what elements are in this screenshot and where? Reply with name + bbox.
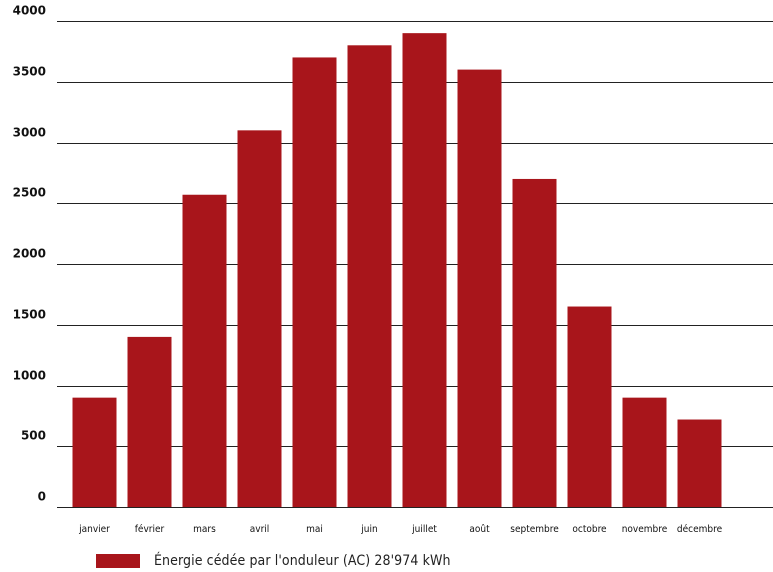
bar xyxy=(292,57,337,507)
bar xyxy=(457,69,502,507)
x-tick-label: mars xyxy=(193,524,216,535)
x-tick-label: décembre xyxy=(677,523,723,535)
bar-chart: 0 500 1000 1500 2000 2500 3000 3500 4000 janvier… xyxy=(13,4,773,535)
y-tick-label: 500 xyxy=(21,429,46,443)
x-tick-label: juin xyxy=(360,524,377,535)
x-tick-label: mai xyxy=(306,524,323,535)
bar xyxy=(347,45,392,508)
legend-swatch xyxy=(96,554,140,568)
bar xyxy=(622,397,667,507)
y-tick-label: 4000 xyxy=(13,4,46,18)
bar xyxy=(182,194,227,507)
y-tick-label: 1500 xyxy=(13,308,46,322)
x-tick-label: octobre xyxy=(572,524,607,535)
y-tick-label: 0 xyxy=(38,490,46,504)
legend-label: Énergie cédée par l'onduleur (AC) 28'974… xyxy=(154,553,451,569)
x-tick-label: janvier xyxy=(78,524,110,535)
y-tick-label: 3500 xyxy=(13,65,46,79)
bars xyxy=(72,33,722,508)
x-tick-label: août xyxy=(469,523,490,535)
legend: Énergie cédée par l'onduleur (AC) 28'974… xyxy=(96,551,451,571)
x-axis-ticks: janvier février mars avril mai juin juillet aoû… xyxy=(78,523,722,535)
y-tick-label: 2000 xyxy=(13,247,46,261)
bar xyxy=(127,336,172,507)
x-tick-label: février xyxy=(135,523,165,535)
bar xyxy=(72,397,117,507)
x-tick-label: avril xyxy=(250,524,270,535)
bar xyxy=(237,130,282,507)
x-tick-label: septembre xyxy=(510,524,559,535)
bar xyxy=(512,178,557,507)
y-tick-label: 1000 xyxy=(13,369,46,383)
x-tick-label: juillet xyxy=(411,524,437,535)
x-tick-label: novembre xyxy=(622,524,668,535)
bar xyxy=(567,306,612,507)
y-tick-label: 2500 xyxy=(13,186,46,200)
y-tick-label: 3000 xyxy=(13,126,46,140)
y-axis-ticks: 0 500 1000 1500 2000 2500 3000 3500 4000 xyxy=(13,4,46,504)
bar xyxy=(677,419,722,507)
bar xyxy=(402,33,447,508)
